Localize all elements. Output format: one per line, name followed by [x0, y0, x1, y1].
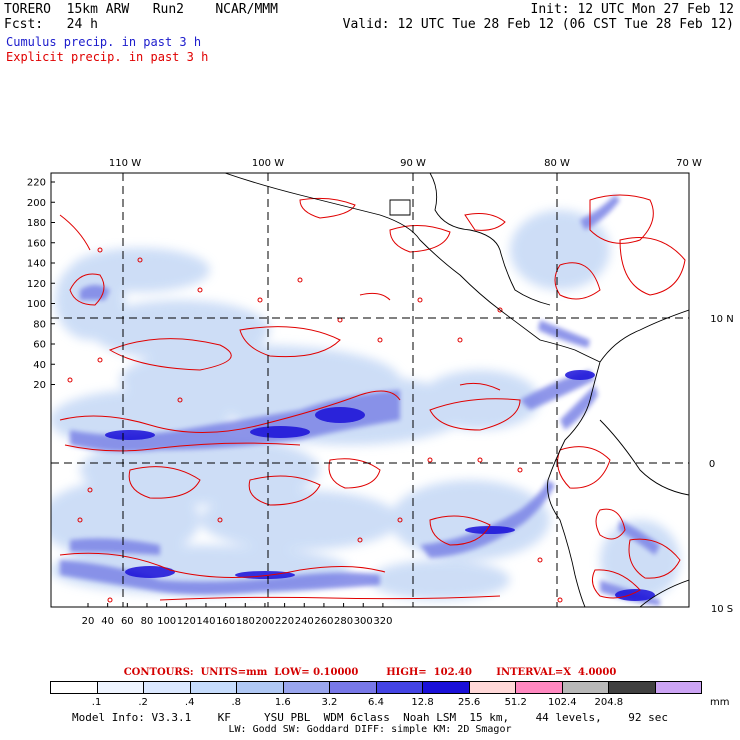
- colorbar-label: .8: [231, 697, 242, 708]
- x-tick-label: 260: [314, 616, 333, 627]
- lon-label: 70 W: [676, 158, 702, 169]
- lat-label: 10 S: [711, 604, 733, 615]
- top-longitude-labels: 110 W 100 W 90 W 80 W 70 W: [109, 158, 702, 169]
- y-tick-label: 200: [27, 198, 46, 209]
- legend-cumulus: Cumulus precip. in past 3 h: [6, 35, 202, 49]
- legend-explicit: Explicit precip. in past 3 h: [6, 50, 209, 64]
- init-time: Init: 12 UTC Mon 27 Feb 12: [530, 2, 735, 17]
- colorbar-swatch: [144, 682, 191, 693]
- x-tick-label: 220: [275, 616, 294, 627]
- colorbar-label: .4: [184, 697, 195, 708]
- x-tick-label: 140: [196, 616, 215, 627]
- colorbar-swatch: [330, 682, 377, 693]
- colorbar-label: 1.6: [274, 697, 291, 708]
- colorbar-label: 102.4: [547, 697, 577, 708]
- contour-info: CONTOURS: UNITS=mm LOW= 0.10000 HIGH= 10…: [123, 667, 617, 678]
- x-tick-label: 180: [236, 616, 255, 627]
- colorbar-swatch: [51, 682, 98, 693]
- y-tick-label: 80: [33, 319, 46, 330]
- colorbar-swatch: [655, 682, 701, 693]
- right-latitude-labels: 10 N 0 10 S: [709, 314, 734, 615]
- colorbar-swatch: [376, 682, 423, 693]
- colorbar-swatch: [423, 682, 470, 693]
- colorbar-swatch: [562, 682, 609, 693]
- x-tick-label: 280: [334, 616, 353, 627]
- y-tick-label: 140: [27, 259, 46, 270]
- model-physics: LW: Godd SW: Goddard DIFF: simple KM: 2D…: [228, 724, 512, 735]
- x-tick-label: 240: [295, 616, 314, 627]
- lat-label: 10 N: [710, 314, 733, 325]
- colorbar-swatch: [237, 682, 284, 693]
- lon-label: 90 W: [400, 158, 426, 169]
- x-tick-label: 100: [157, 616, 176, 627]
- y-tick-label: 220: [27, 178, 46, 189]
- y-tick-label: 160: [27, 238, 46, 249]
- x-tick-label: 120: [177, 616, 196, 627]
- lon-label: 110 W: [109, 158, 141, 169]
- colorbar-swatch: [609, 682, 656, 693]
- x-tick-label: 160: [216, 616, 235, 627]
- model-info: Model Info: V3.3.1 KF YSU PBL WDM 6class…: [71, 711, 669, 724]
- map-frame: [50, 172, 690, 608]
- colorbar-swatch: [516, 682, 563, 693]
- x-tick-label: 40: [101, 616, 114, 627]
- colorbar-label: .2: [138, 697, 148, 708]
- y-tick-label: 20: [33, 380, 46, 391]
- x-axis-ticks: 20 40 60 80 100 120 140 160 180 200 220 240 260 280 30…: [82, 603, 392, 627]
- colorbar-label: 25.6: [458, 697, 481, 708]
- colorbar-swatch: [283, 682, 330, 693]
- y-tick-label: 60: [33, 340, 46, 351]
- forecast-hour: Fcst: 24 h: [4, 17, 98, 32]
- lon-label: 80 W: [544, 158, 570, 169]
- y-tick-label: 120: [27, 279, 46, 290]
- lat-label: 0: [709, 459, 715, 470]
- colorbar-unit: mm: [710, 697, 730, 708]
- y-axis-ticks: 220 200 180 160 140 120 100 80 60 40 20: [27, 178, 55, 391]
- colorbar-label: 204.8: [594, 697, 624, 708]
- y-tick-label: 100: [27, 299, 46, 310]
- y-tick-label: 40: [33, 360, 46, 371]
- colorbar-label: 6.4: [368, 697, 384, 708]
- x-tick-label: 60: [121, 616, 134, 627]
- precip-layer: [51, 173, 689, 607]
- x-tick-label: 200: [255, 616, 274, 627]
- colorbar-swatch: [190, 682, 237, 693]
- lon-label: 100 W: [252, 158, 284, 169]
- x-tick-label: 300: [354, 616, 373, 627]
- colorbar-label: 51.2: [504, 697, 527, 708]
- colorbar-label: .1: [91, 697, 102, 708]
- colorbar-label: 12.8: [411, 697, 434, 708]
- x-tick-label: 20: [82, 616, 95, 627]
- precip-colorbar: [50, 681, 702, 694]
- x-tick-label: 320: [373, 616, 392, 627]
- model-run-title: TORERO 15km ARW Run2 NCAR/MMM: [4, 2, 278, 17]
- colorbar-label: 3.2: [321, 697, 338, 708]
- colorbar-swatch: [97, 682, 144, 693]
- x-tick-label: 80: [141, 616, 154, 627]
- valid-time: Valid: 12 UTC Tue 28 Feb 12 (06 CST Tue …: [342, 17, 734, 32]
- colorbar-swatch: [469, 682, 516, 693]
- y-tick-label: 180: [27, 218, 46, 229]
